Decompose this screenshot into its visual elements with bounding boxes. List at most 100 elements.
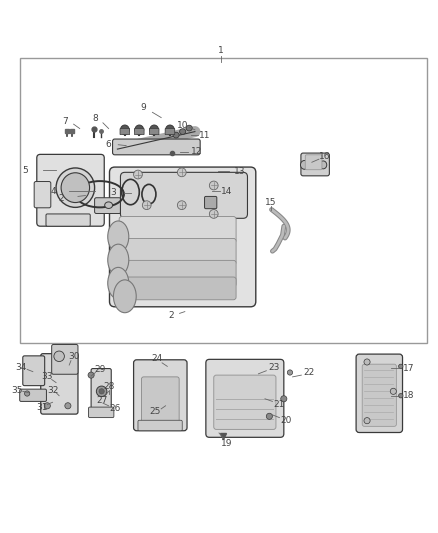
Circle shape: [54, 351, 64, 361]
Text: 7: 7: [62, 117, 68, 126]
FancyBboxPatch shape: [119, 277, 236, 300]
Ellipse shape: [108, 268, 129, 299]
FancyBboxPatch shape: [120, 128, 130, 135]
Circle shape: [266, 413, 272, 419]
FancyBboxPatch shape: [119, 238, 236, 265]
Text: 8: 8: [92, 115, 99, 124]
Text: 9: 9: [141, 103, 147, 112]
Ellipse shape: [108, 244, 129, 276]
FancyBboxPatch shape: [20, 389, 46, 401]
Text: 25: 25: [150, 407, 161, 416]
FancyBboxPatch shape: [205, 197, 217, 209]
FancyBboxPatch shape: [52, 344, 78, 374]
FancyBboxPatch shape: [91, 368, 111, 415]
Text: 6: 6: [106, 140, 112, 149]
Text: 13: 13: [234, 166, 246, 175]
FancyBboxPatch shape: [214, 375, 276, 430]
Text: 19: 19: [221, 439, 233, 448]
FancyBboxPatch shape: [37, 155, 104, 226]
Text: 10: 10: [177, 121, 189, 130]
Circle shape: [65, 403, 71, 409]
FancyBboxPatch shape: [119, 260, 236, 287]
Circle shape: [25, 391, 30, 396]
FancyBboxPatch shape: [362, 364, 396, 426]
FancyBboxPatch shape: [113, 139, 200, 155]
Text: 2: 2: [59, 194, 64, 203]
FancyBboxPatch shape: [88, 407, 114, 418]
Circle shape: [399, 393, 403, 398]
Circle shape: [177, 201, 186, 209]
FancyBboxPatch shape: [356, 354, 403, 432]
Ellipse shape: [61, 173, 90, 203]
Ellipse shape: [186, 125, 192, 131]
FancyBboxPatch shape: [141, 377, 179, 423]
Text: 23: 23: [268, 363, 279, 372]
Text: 14: 14: [221, 187, 233, 196]
FancyBboxPatch shape: [138, 420, 182, 431]
Ellipse shape: [135, 125, 144, 135]
Text: 16: 16: [319, 151, 331, 160]
Ellipse shape: [105, 202, 113, 208]
Circle shape: [364, 359, 370, 365]
Text: 5: 5: [22, 166, 28, 175]
FancyBboxPatch shape: [134, 360, 187, 431]
Circle shape: [88, 372, 94, 378]
Circle shape: [96, 386, 107, 397]
FancyBboxPatch shape: [34, 182, 51, 208]
FancyBboxPatch shape: [120, 172, 247, 219]
Text: 18: 18: [403, 391, 414, 400]
Text: 21: 21: [274, 400, 285, 409]
Circle shape: [209, 181, 218, 190]
Ellipse shape: [108, 221, 129, 253]
Circle shape: [209, 209, 218, 219]
Text: 31: 31: [36, 403, 47, 412]
Ellipse shape: [56, 168, 95, 207]
Text: 3: 3: [110, 189, 116, 197]
FancyBboxPatch shape: [149, 128, 159, 135]
Text: 4: 4: [51, 187, 56, 196]
Text: 11: 11: [199, 131, 211, 140]
Text: 27: 27: [96, 395, 107, 405]
Circle shape: [281, 395, 287, 402]
Text: 20: 20: [280, 416, 291, 425]
Text: 12: 12: [191, 147, 202, 156]
FancyBboxPatch shape: [41, 354, 78, 414]
Text: 2: 2: [168, 311, 173, 320]
Ellipse shape: [173, 132, 179, 138]
FancyBboxPatch shape: [165, 128, 175, 135]
Ellipse shape: [120, 125, 129, 135]
FancyBboxPatch shape: [206, 359, 284, 437]
Ellipse shape: [113, 280, 136, 313]
Text: 32: 32: [48, 385, 59, 394]
Ellipse shape: [180, 129, 186, 134]
Text: 34: 34: [15, 363, 27, 372]
Circle shape: [177, 168, 186, 177]
Text: 33: 33: [42, 373, 53, 382]
Circle shape: [287, 370, 293, 375]
FancyBboxPatch shape: [46, 214, 90, 226]
Circle shape: [44, 403, 50, 409]
Circle shape: [390, 388, 396, 394]
Circle shape: [142, 201, 151, 209]
FancyBboxPatch shape: [23, 356, 45, 386]
Ellipse shape: [320, 161, 327, 169]
Circle shape: [134, 170, 142, 179]
Text: 22: 22: [303, 368, 314, 377]
Ellipse shape: [300, 160, 308, 169]
Text: 35: 35: [11, 385, 22, 394]
FancyBboxPatch shape: [110, 167, 256, 307]
Text: 30: 30: [68, 352, 79, 361]
FancyBboxPatch shape: [119, 216, 236, 243]
Text: 1: 1: [218, 46, 224, 55]
Text: 26: 26: [109, 405, 120, 414]
Text: 28: 28: [103, 383, 114, 391]
FancyBboxPatch shape: [95, 198, 121, 214]
Bar: [20, 59, 427, 343]
Text: 29: 29: [94, 365, 106, 374]
Circle shape: [399, 364, 403, 368]
Text: 24: 24: [151, 354, 162, 363]
Circle shape: [99, 389, 104, 394]
FancyBboxPatch shape: [301, 153, 329, 176]
Text: 17: 17: [403, 364, 414, 373]
Circle shape: [364, 418, 370, 424]
